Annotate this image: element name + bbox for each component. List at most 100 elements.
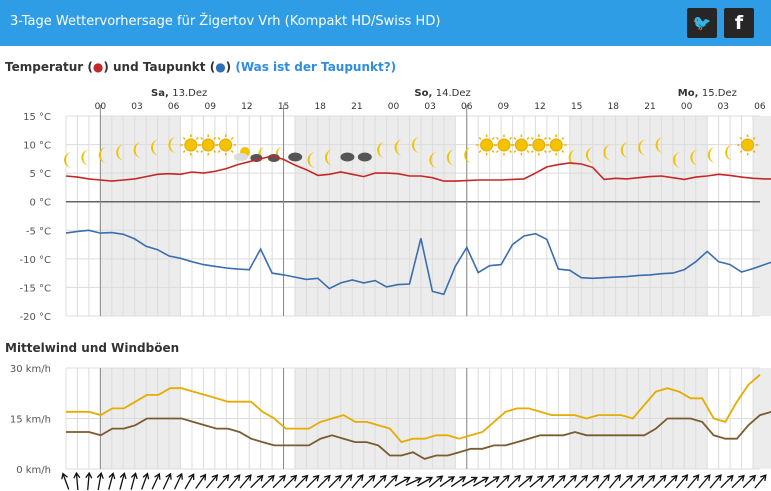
sun-ray: [478, 150, 482, 153]
arrow-head: [85, 471, 93, 479]
sun-ray: [561, 150, 565, 153]
arrow-shaft: [217, 475, 229, 489]
wind-direction-arrow: [552, 474, 566, 489]
moon-shape: [412, 137, 420, 153]
sun-ray: [513, 137, 517, 140]
arrow-head: [268, 474, 275, 482]
arrow-shaft: [754, 475, 766, 489]
arrow-head: [130, 472, 138, 480]
wind-direction-arrow: [496, 474, 510, 489]
arrow-head: [345, 474, 353, 481]
wind-direction-arrow: [675, 474, 689, 489]
arrow-shaft: [597, 475, 609, 489]
arrow-shaft: [373, 475, 386, 489]
sun-ray: [530, 137, 534, 140]
wind-direction-arrow: [484, 476, 500, 488]
arrow-shaft: [574, 475, 588, 489]
arrow-head: [470, 476, 478, 483]
arrow-head: [357, 474, 364, 481]
moon-shape: [151, 139, 159, 156]
hour-tick-label: 12: [534, 102, 545, 112]
wind-direction-arrow: [151, 472, 161, 490]
day-date: 13.Dez: [172, 88, 207, 99]
cloud-icon: [288, 152, 303, 162]
sun-disc: [219, 138, 233, 152]
arrow-shaft: [507, 475, 520, 489]
moon-icon: [690, 149, 699, 166]
day-label: So, 14.Dez: [414, 88, 470, 99]
sun-ray: [496, 137, 499, 140]
moon-icon: [673, 152, 681, 168]
dewpoint-line: [65, 229, 771, 296]
arrow-shaft: [62, 474, 70, 490]
arrow-shaft: [630, 475, 644, 489]
arrow-head: [199, 473, 207, 481]
moon-icon: [464, 147, 473, 163]
cloud-moon-icon: [267, 147, 283, 162]
sun-icon: [215, 134, 237, 156]
moon-icon: [325, 149, 333, 166]
sun-disc: [741, 138, 755, 152]
hour-tick-label: 06: [168, 102, 180, 112]
wind-direction-arrow: [461, 476, 478, 487]
facebook-share-button[interactable]: f: [724, 8, 754, 38]
wind-direction-arrow: [709, 474, 722, 489]
arrow-shaft: [97, 474, 102, 490]
moon-shape: [133, 142, 142, 158]
sun-ray: [182, 137, 186, 140]
day-name: Sa,: [151, 88, 172, 99]
temperature-ytick-label: 5 °C: [29, 169, 51, 180]
arrow-head: [525, 475, 533, 482]
sun-ray: [478, 137, 482, 140]
arrow-head: [547, 474, 555, 482]
sun-ray: [530, 150, 534, 153]
wind-direction-arrow: [119, 472, 127, 490]
arrow-head: [324, 474, 331, 482]
sun-ray: [217, 137, 221, 140]
hour-tick-label: 03: [131, 102, 142, 112]
arrow-head: [671, 474, 678, 482]
wind-direction-arrow: [619, 474, 633, 489]
twitter-share-button[interactable]: 🐦: [687, 8, 717, 38]
wind-direction-arrow: [184, 473, 195, 490]
moon-shape: [377, 142, 386, 158]
wind-direction-arrow: [439, 476, 456, 488]
arrow-head: [391, 474, 398, 482]
sun-disc: [514, 138, 528, 152]
day-name: So,: [414, 88, 435, 99]
sun-ray: [526, 150, 530, 153]
moon-shape: [307, 152, 316, 168]
sun-icon: [737, 134, 759, 156]
moon-shape: [620, 142, 629, 158]
arrow-shaft: [518, 476, 532, 488]
arrow-shaft: [641, 475, 655, 489]
hour-tick-label: 03: [424, 102, 435, 112]
wind-direction-arrow: [283, 474, 298, 489]
arrow-shaft: [394, 477, 410, 487]
dewpoint-help-link[interactable]: (Was ist der Taupunkt?): [235, 60, 397, 74]
arrow-head: [503, 474, 510, 482]
moon-shape: [116, 144, 125, 161]
wind-direction-arrow: [428, 475, 444, 488]
moon-shape: [638, 139, 647, 156]
facebook-icon: f: [734, 12, 744, 34]
wind-direction-arrow: [250, 474, 264, 489]
wind-direction-arrow: [597, 474, 610, 489]
sun-ray: [195, 137, 199, 140]
arrow-head: [537, 475, 544, 482]
arrow-head: [436, 475, 444, 482]
arrow-shaft: [151, 474, 160, 490]
wind-direction-arrow: [687, 474, 700, 489]
arrow-shaft: [261, 475, 274, 489]
wind-direction-arrow: [340, 474, 353, 489]
moon-shape: [429, 152, 438, 168]
arrow-head: [301, 474, 309, 482]
sun-ray: [561, 137, 565, 140]
arrow-shaft: [563, 475, 576, 489]
wind-direction-arrow: [563, 474, 577, 489]
wind-direction-arrow: [272, 474, 286, 489]
arrow-head: [704, 474, 711, 481]
sun-ray: [491, 137, 495, 140]
temperature-line: [65, 155, 771, 182]
sun-ray: [509, 137, 512, 140]
